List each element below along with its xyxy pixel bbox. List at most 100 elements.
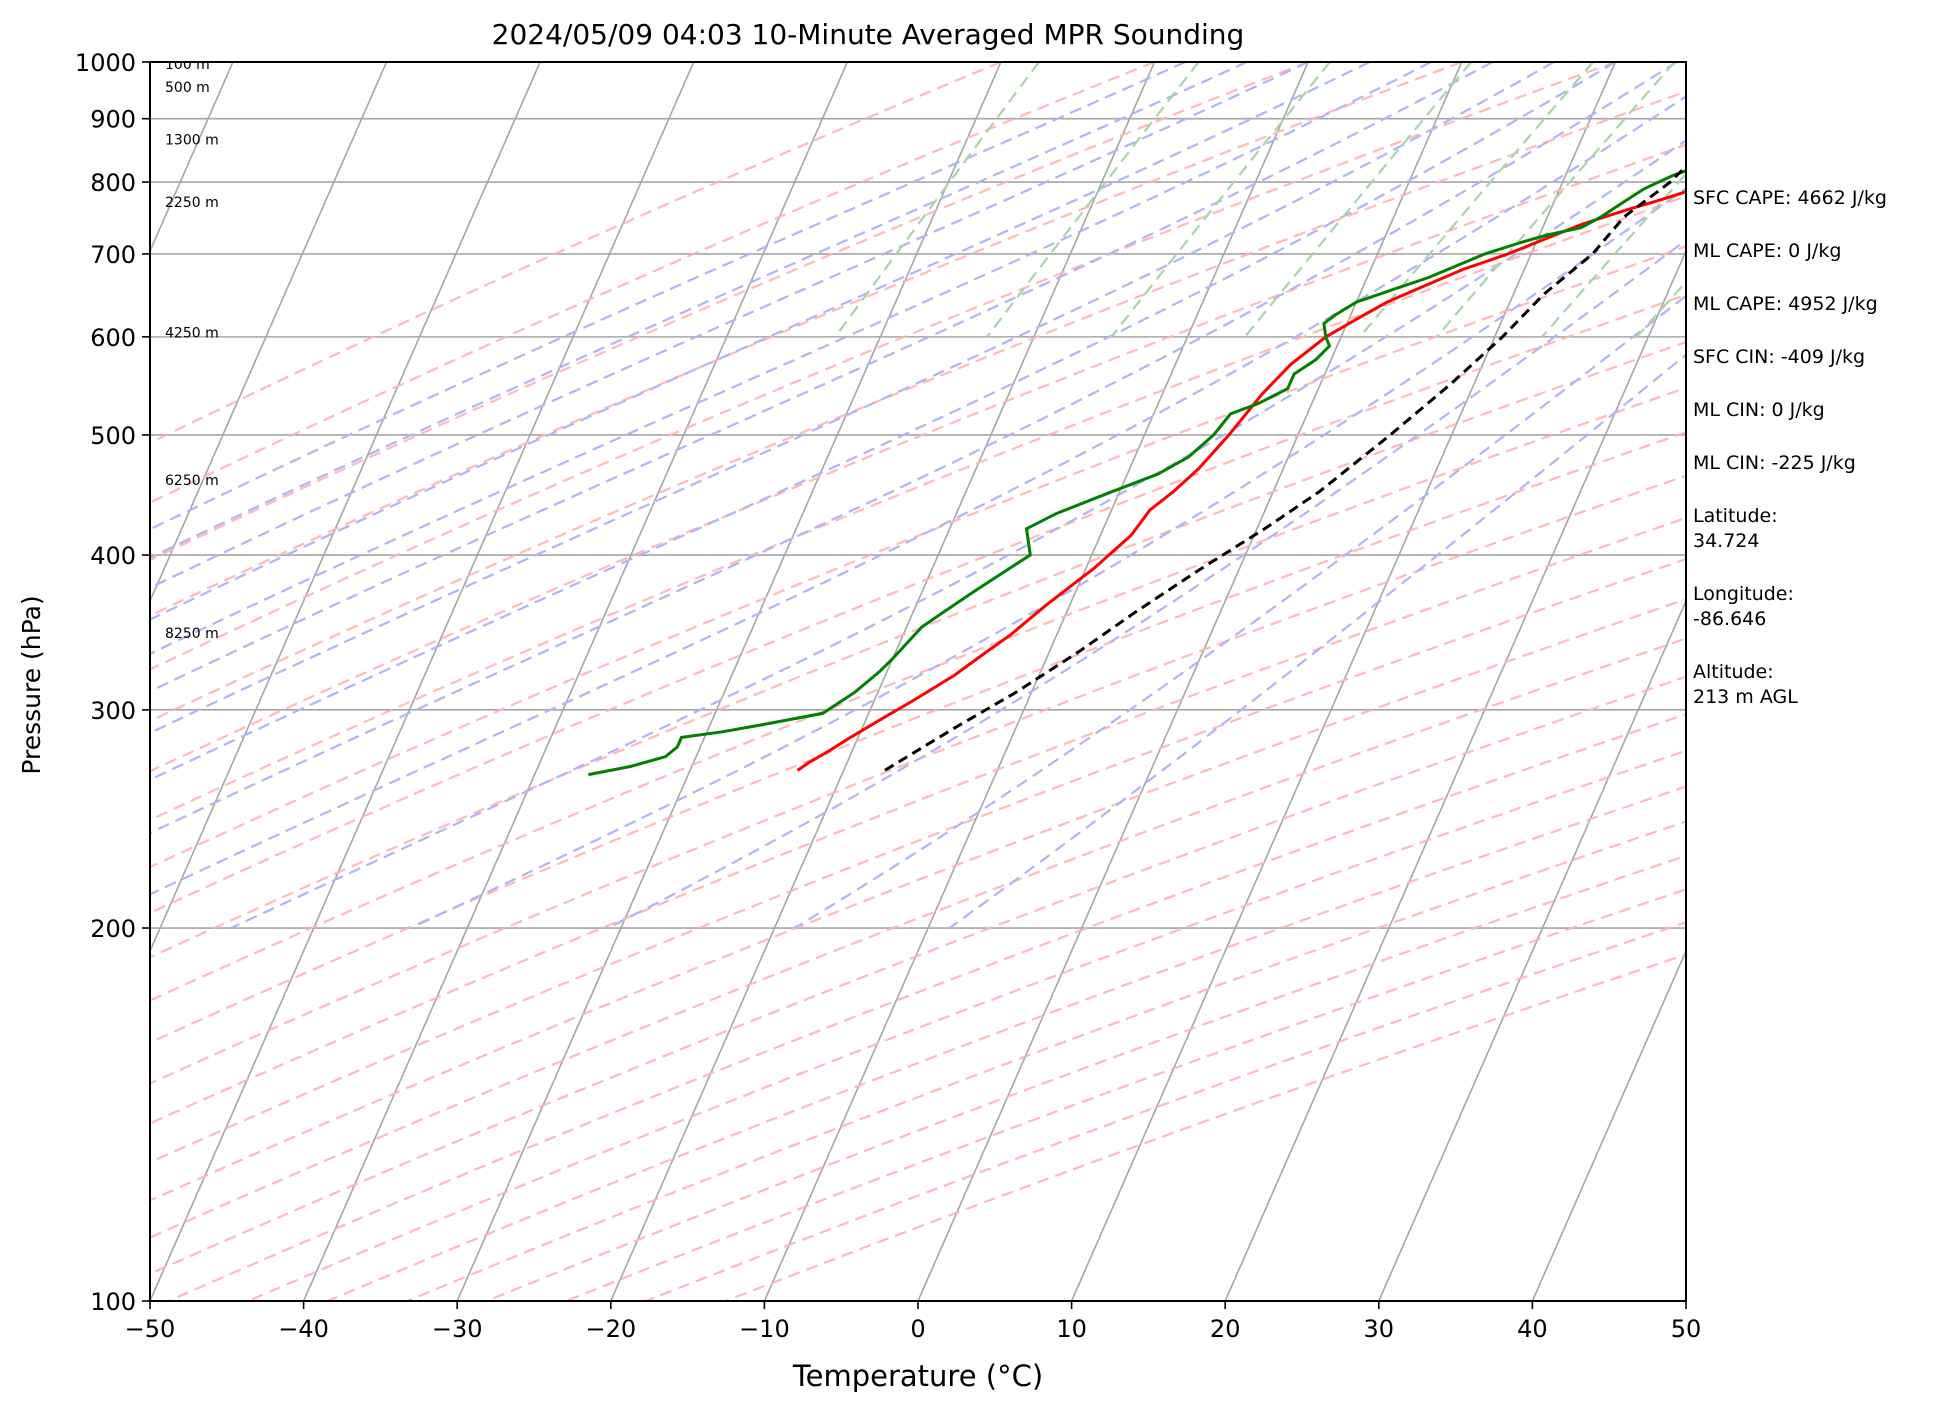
height-label: 6250 m	[165, 473, 219, 489]
sounding-info-text: -86.646	[1693, 608, 1767, 630]
y-tick-label: 900	[90, 106, 136, 134]
isotherm-line	[1224, 249, 1686, 1301]
height-label: 100 m	[165, 57, 210, 73]
dry-adiabat-line	[150, 195, 1686, 822]
dry-adiabat-line	[150, 245, 1686, 869]
dry-adiabat-line	[150, 90, 1686, 723]
height-label: 2250 m	[165, 195, 219, 211]
x-tick-label: −40	[278, 1315, 329, 1343]
sounding-info-entry: ML CIN: 0 J/kg	[1693, 398, 1928, 423]
isotherm-line	[917, 62, 1463, 1301]
x-tick-label: −20	[585, 1315, 636, 1343]
sounding-info-text: ML CIN: -225 J/kg	[1693, 452, 1856, 474]
isotherm-line	[1378, 599, 1686, 1301]
sounding-info-text: ML CIN: 0 J/kg	[1693, 399, 1825, 421]
sounding-info-entry: SFC CIN: -409 J/kg	[1693, 345, 1928, 370]
moist-adiabat-line	[948, 353, 1686, 929]
y-tick-label: 1000	[75, 49, 136, 77]
sounding-info-text: ML CAPE: 4952 J/kg	[1693, 293, 1878, 315]
moist-adiabat-line	[607, 238, 1686, 929]
mixing-ratio-line	[1435, 62, 1676, 338]
dry-adiabat-line	[150, 637, 1686, 1239]
y-tick-label: 400	[90, 542, 136, 570]
moist-adiabat-line	[150, 62, 1616, 781]
sounding-info-text: Longitude:	[1693, 583, 1794, 605]
y-axis-label: Pressure (hPa)	[17, 595, 46, 774]
sounding-info-text: 213 m AGL	[1693, 686, 1798, 708]
x-axis-label: Temperature (°C)	[792, 1359, 1043, 1393]
isotherm-line	[150, 62, 388, 603]
moist-adiabat-line	[150, 62, 1555, 735]
sounding-info-text: ML CAPE: 0 J/kg	[1693, 240, 1842, 262]
isotherm-line	[1531, 949, 1686, 1301]
moist-adiabat-line	[150, 62, 1432, 656]
plot-frame	[149, 61, 1687, 1302]
mixing-ratio-line	[834, 62, 1040, 338]
isotherm-line	[763, 62, 1309, 1301]
sounding-info-entry: ML CIN: -225 J/kg	[1693, 451, 1928, 476]
x-tick-label: −30	[432, 1315, 483, 1343]
dry-adiabat-line	[150, 62, 1309, 562]
x-tick-label: 0	[910, 1315, 925, 1343]
dry-adiabat-line	[247, 749, 1686, 1301]
isotherm-line	[150, 62, 541, 953]
x-tick-label: 30	[1364, 1315, 1395, 1343]
x-tick-label: 50	[1671, 1315, 1702, 1343]
sounding-info-panel: SFC CAPE: 4662 J/kg ML CAPE: 0 J/kg ML CAP…	[1693, 186, 1928, 738]
mixing-ratio-line	[1359, 62, 1594, 338]
isotherm-line	[456, 62, 1002, 1301]
mixing-ratio-line	[1110, 62, 1331, 338]
sounding-info-entry: Latitude: 34.724	[1693, 504, 1928, 554]
dry-adiabat-line	[150, 62, 1155, 504]
temperature-profile-line	[796, 190, 1686, 772]
sounding-info-text: Latitude:	[1693, 505, 1778, 527]
dry-adiabat-line	[168, 712, 1686, 1301]
height-label: 1300 m	[165, 132, 219, 148]
moist-adiabat-line	[793, 294, 1686, 929]
dry-adiabat-line	[327, 785, 1686, 1301]
height-label: 8250 m	[165, 626, 219, 642]
y-tick-label: 300	[90, 697, 136, 725]
dry-adiabat-line	[150, 675, 1686, 1276]
y-tick-label: 700	[90, 241, 136, 269]
x-tick-label: 10	[1056, 1315, 1087, 1343]
moist-adiabat-line	[150, 62, 1678, 835]
mixing-ratio-line	[1541, 172, 1686, 338]
dry-adiabat-line	[150, 557, 1686, 1164]
x-tick-label: −10	[739, 1315, 790, 1343]
moist-adiabat-line	[150, 62, 1248, 560]
mixing-ratio-line	[1244, 62, 1473, 338]
height-label: 4250 m	[165, 325, 219, 341]
moist-adiabat-line	[150, 62, 1186, 531]
chart-title: 2024/05/09 04:03 10-Minute Averaged MPR …	[492, 18, 1245, 51]
sounding-info-text: Altitude:	[1693, 661, 1774, 683]
y-tick-label: 800	[90, 169, 136, 197]
dry-adiabat-line	[150, 62, 1616, 671]
y-tick-label: 200	[90, 915, 136, 943]
sounding-info-text: 34.724	[1693, 530, 1760, 552]
sounding-info-text: SFC CIN: -409 J/kg	[1693, 346, 1866, 368]
x-tick-label: −50	[125, 1315, 176, 1343]
moist-adiabat-line	[230, 139, 1686, 929]
sounding-info-entry: Longitude: -86.646	[1693, 582, 1928, 632]
moist-adiabat-line	[150, 95, 1686, 896]
moist-adiabat-line	[150, 62, 1494, 693]
moist-adiabat-line	[150, 62, 1371, 621]
moist-adiabat-line	[150, 62, 1309, 589]
dry-adiabat-line	[150, 474, 1686, 1085]
x-tick-label: 40	[1517, 1315, 1548, 1343]
sounding-info-entry: ML CAPE: 4952 J/kg	[1693, 292, 1928, 317]
parcel-profile-line	[880, 164, 1686, 774]
mixing-ratio-line	[986, 62, 1200, 338]
isotherm-line	[150, 62, 695, 1301]
x-tick-label: 20	[1210, 1315, 1241, 1343]
moist-adiabat-line	[410, 186, 1686, 929]
sounding-info-text: SFC CAPE: 4662 J/kg	[1693, 187, 1887, 209]
y-tick-label: 100	[90, 1288, 136, 1316]
height-label: 500 m	[165, 80, 210, 96]
isotherm-line	[610, 62, 1156, 1301]
dry-adiabat-line	[150, 386, 1686, 1002]
sounding-info-entry: Altitude: 213 m AGL	[1693, 660, 1928, 710]
dry-adiabat-line	[150, 62, 1463, 617]
